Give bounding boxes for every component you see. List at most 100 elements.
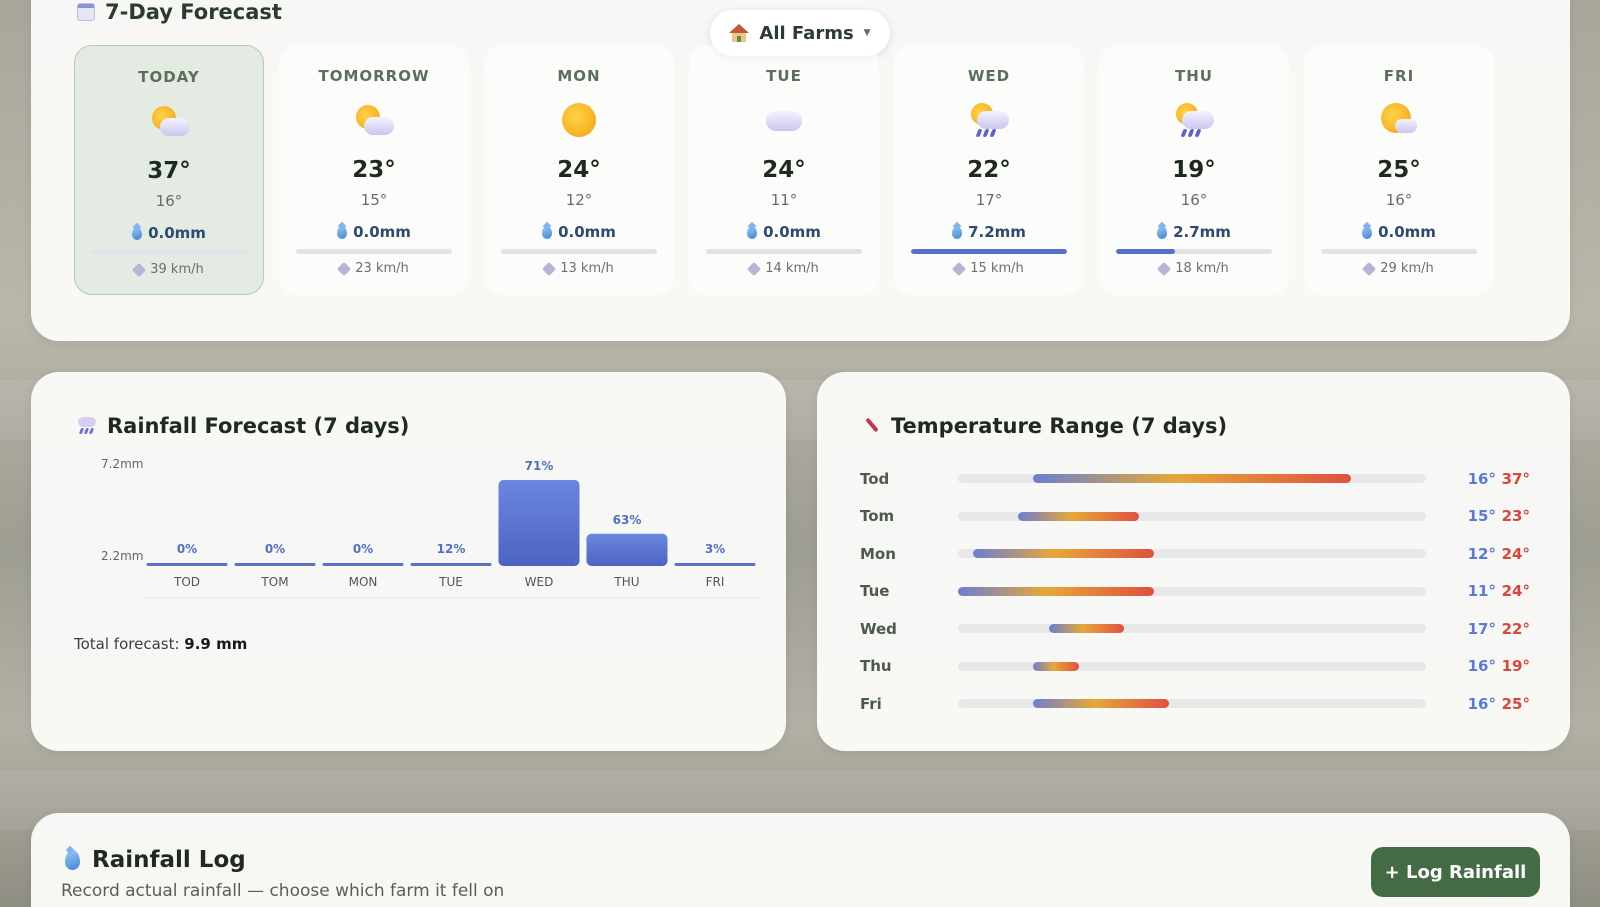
temp-row: Fri 16° 25° — [860, 685, 1530, 723]
forecast-day-wed: WED 22° 17° 7.2mm 15 km/h — [894, 45, 1084, 295]
temp-low: 16° — [1467, 694, 1496, 713]
temp-row: Tue 11° 24° — [860, 573, 1530, 611]
wind-icon — [1362, 261, 1377, 276]
temp-high: 19° — [1501, 657, 1530, 676]
rain-probability-label: 12% — [437, 542, 466, 556]
sun-behind-rain-cloud-icon — [1174, 103, 1214, 139]
rain-probability-label: 0% — [353, 542, 373, 556]
farm-icon — [729, 24, 750, 42]
rainfall-log-title: Rainfall Log — [65, 847, 246, 873]
day-label: MON — [557, 67, 601, 85]
wind-speed: 29 km/h — [1304, 261, 1494, 276]
low-temp: 11° — [770, 191, 798, 209]
temp-range-bar — [1048, 624, 1125, 634]
temp-row-label: Tod — [860, 469, 890, 488]
cloud-rain-icon — [77, 417, 97, 435]
rain-bar — [234, 563, 316, 566]
x-tick-label: TOM — [260, 575, 288, 589]
low-temp: 16° — [1180, 191, 1208, 209]
forecast-title-text: 7-Day Forecast — [105, 0, 282, 24]
total-forecast: Total forecast: 9.9 mm — [74, 635, 247, 653]
temperature-rows: Tod 16° 37° Tom 15° 23° Mon 12° 24° Tue 11° 24° … — [860, 460, 1530, 723]
temp-low: 12° — [1467, 544, 1496, 563]
temperature-range-title-text: Temperature Range (7 days) — [891, 414, 1228, 438]
temperature-range-title: Temperature Range (7 days) — [863, 414, 1227, 438]
temp-row-label: Mon — [860, 544, 896, 563]
temp-row: Wed 17° 22° — [860, 610, 1530, 648]
temp-row-label: Tom — [860, 507, 895, 526]
rain-bar — [911, 249, 1067, 254]
rain-amount: 0.0mm — [484, 223, 674, 241]
temp-track — [958, 474, 1426, 484]
rain-amount: 0.0mm — [1304, 223, 1494, 241]
forecast-day-today: TODAY 37° 16° 0.0mm 39 km/h — [74, 45, 264, 295]
caret-down-icon: ▼ — [863, 28, 871, 38]
rain-amount-text: 0.0mm — [558, 223, 616, 241]
rain-amount: 0.0mm — [689, 223, 879, 241]
droplet-icon — [132, 226, 143, 240]
rainfall-forecast-title: Rainfall Forecast (7 days) — [77, 414, 409, 438]
temp-high: 23° — [1501, 507, 1530, 526]
rainfall-log-card: Rainfall Log Record actual rainfall — ch… — [31, 813, 1570, 907]
forecast-day-thu: THU 19° 16° 2.7mm 18 km/h — [1099, 45, 1289, 295]
low-temp: 15° — [360, 191, 388, 209]
temp-row: Thu 16° 19° — [860, 648, 1530, 686]
temp-range-bar — [1033, 699, 1170, 709]
forecast-card: 7-Day Forecast All Farms ▼ TODAY 37° 16°… — [31, 0, 1570, 341]
forecast-day-tomorrow: TOMORROW 23° 15° 0.0mm 23 km/h — [279, 45, 469, 295]
high-temp: 37° — [147, 158, 191, 184]
sun-behind-cloud-icon — [1379, 103, 1419, 139]
sun-behind-cloud-icon — [150, 104, 190, 140]
rain-amount: 0.0mm — [279, 223, 469, 241]
rain-probability-label: 63% — [613, 513, 642, 527]
rainfall-forecast-card: Rainfall Forecast (7 days) 7.2mm 2.2mm 0% T… — [31, 372, 786, 751]
temp-high: 25° — [1501, 694, 1530, 713]
rain-bar — [498, 480, 580, 566]
temp-row-label: Fri — [860, 694, 882, 713]
wind-speed: 18 km/h — [1099, 261, 1289, 276]
rainfall-bar-chart: 7.2mm 2.2mm 0% TOD 0% TOM 0% MON 12% TUE 71% WED 63%… — [101, 457, 759, 599]
total-forecast-label: Total forecast: — [74, 635, 180, 653]
forecast-day-fri: FRI 25° 16° 0.0mm 29 km/h — [1304, 45, 1494, 295]
droplet-icon — [337, 225, 348, 239]
cloud-icon — [764, 103, 804, 139]
forecast-day-tue: TUE 24° 11° 0.0mm 14 km/h — [689, 45, 879, 295]
rain-bar-fill — [911, 249, 1067, 254]
x-tick-label: THU — [613, 575, 639, 589]
rainfall-forecast-title-text: Rainfall Forecast (7 days) — [107, 414, 410, 438]
rain-amount-text: 7.2mm — [968, 223, 1026, 241]
rainfall-log-title-text: Rainfall Log — [92, 847, 246, 873]
temp-row-label: Thu — [860, 657, 892, 676]
rain-bar — [706, 249, 862, 254]
rain-amount-text: 2.7mm — [1173, 223, 1231, 241]
wind-speed-text: 29 km/h — [1380, 261, 1434, 276]
wind-speed-text: 18 km/h — [1175, 261, 1229, 276]
x-tick-label: TOD — [173, 575, 200, 589]
wind-icon — [747, 261, 762, 276]
temp-range-bar — [958, 586, 1155, 596]
x-tick-label: MON — [349, 575, 378, 589]
x-tick-label: TUE — [438, 575, 463, 589]
rain-amount: 7.2mm — [894, 223, 1084, 241]
high-temp: 25° — [1377, 157, 1421, 183]
temp-track — [958, 586, 1426, 596]
rain-amount-text: 0.0mm — [148, 224, 206, 242]
day-label: TUE — [766, 67, 802, 85]
wind-speed-text: 39 km/h — [150, 262, 204, 277]
forecast-day-mon: MON 24° 12° 0.0mm 13 km/h — [484, 45, 674, 295]
rain-amount-text: 0.0mm — [763, 223, 821, 241]
rain-bar — [586, 533, 668, 566]
low-temp: 12° — [565, 191, 593, 209]
wind-speed-text: 23 km/h — [355, 261, 409, 276]
wind-icon — [1157, 261, 1172, 276]
droplet-icon — [65, 850, 80, 870]
low-temp: 17° — [975, 191, 1003, 209]
temp-row: Tom 15° 23° — [860, 498, 1530, 536]
wind-speed: 23 km/h — [279, 261, 469, 276]
high-temp: 23° — [352, 157, 396, 183]
high-temp: 22° — [967, 157, 1011, 183]
wind-speed: 15 km/h — [894, 261, 1084, 276]
farm-select-value: All Farms — [759, 22, 854, 44]
log-rainfall-button[interactable]: + Log Rainfall — [1371, 847, 1540, 897]
temp-range-bar — [1033, 661, 1079, 671]
